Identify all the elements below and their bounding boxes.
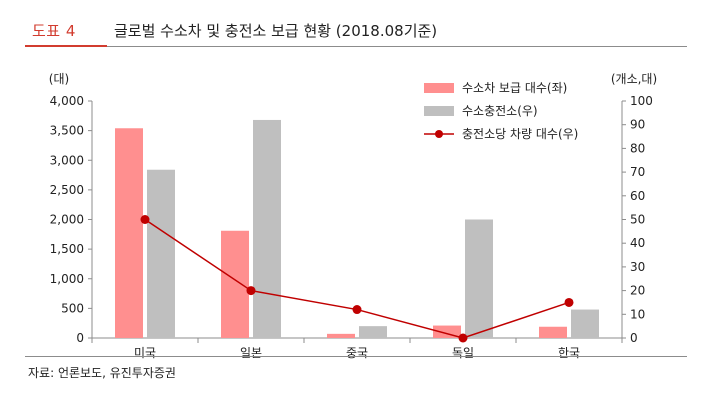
station-bar xyxy=(253,119,281,339)
vehicle-bar xyxy=(539,326,567,338)
y-left-tick-label: 4,000 xyxy=(50,94,84,108)
x-tick-label: 중국 xyxy=(346,346,368,360)
x-tick-label: 미국 xyxy=(134,346,156,360)
station-bar xyxy=(571,309,599,338)
figure-number: 도표 4 xyxy=(32,22,76,40)
header-accent-rule xyxy=(25,45,107,47)
figure-header: 도표 4 글로벌 수소차 및 충전소 보급 현황 (2018.08기준) xyxy=(0,0,720,50)
y-right-tick-label: 30 xyxy=(630,260,645,274)
header-rule xyxy=(107,46,687,47)
ratio-point xyxy=(564,297,574,307)
legend-marker xyxy=(435,130,443,138)
legend-label: 충전소당 차량 대수(우) xyxy=(462,127,578,141)
y-right-tick-label: 60 xyxy=(630,189,645,203)
ratio-point xyxy=(246,286,256,296)
source-note: 자료: 언론보도, 유진투자증권 xyxy=(28,366,176,380)
figure-title: 글로벌 수소차 및 충전소 보급 현황 (2018.08기준) xyxy=(114,22,438,40)
legend-label: 수소차 보급 대수(좌) xyxy=(462,81,567,95)
station-bar xyxy=(147,169,175,338)
footer-rule xyxy=(25,356,687,357)
y-left-tick-label: 3,500 xyxy=(50,124,84,138)
y-right-tick-label: 20 xyxy=(630,284,645,298)
legend-swatch xyxy=(424,83,454,93)
y-left-tick-label: 0 xyxy=(76,331,84,345)
y-left-tick-label: 3,000 xyxy=(50,153,84,167)
y-left-tick-label: 2,000 xyxy=(50,213,84,227)
vehicle-bar xyxy=(221,230,249,338)
ratio-line xyxy=(144,218,570,339)
x-tick-label: 일본 xyxy=(240,346,262,360)
y-left-unit-label: (대) xyxy=(49,72,69,86)
y-right-tick-label: 80 xyxy=(630,141,645,155)
vehicle-bar xyxy=(327,333,355,338)
y-right-tick-label: 0 xyxy=(630,331,638,345)
ratio-point xyxy=(352,305,362,315)
ratio-point xyxy=(458,333,468,343)
y-right-tick-label: 70 xyxy=(630,165,645,179)
y-right-tick-label: 10 xyxy=(630,307,645,321)
legend-label: 수소충전소(우) xyxy=(462,104,538,118)
station-bar xyxy=(359,326,387,338)
legend-swatch xyxy=(424,106,454,116)
y-right-tick-label: 40 xyxy=(630,236,645,250)
y-right-tick-label: 50 xyxy=(630,213,645,227)
station-bar xyxy=(465,219,493,338)
y-right-tick-label: 100 xyxy=(630,94,653,108)
y-right-unit-label: (개소,대) xyxy=(611,72,657,86)
y-left-tick-label: 1,000 xyxy=(50,272,84,286)
x-tick-label: 독일 xyxy=(452,346,474,360)
y-left-tick-label: 2,500 xyxy=(50,183,84,197)
y-left-tick-label: 500 xyxy=(61,301,84,315)
legend: 수소차 보급 대수(좌) 수소충전소(우) 충전소당 차량 대수(우) xyxy=(424,81,578,141)
y-left-tick-label: 1,500 xyxy=(50,242,84,256)
y-right-tick-label: 90 xyxy=(630,118,645,132)
x-tick-label: 한국 xyxy=(558,346,580,360)
vehicle-bar xyxy=(115,128,143,338)
ratio-point xyxy=(140,215,150,224)
